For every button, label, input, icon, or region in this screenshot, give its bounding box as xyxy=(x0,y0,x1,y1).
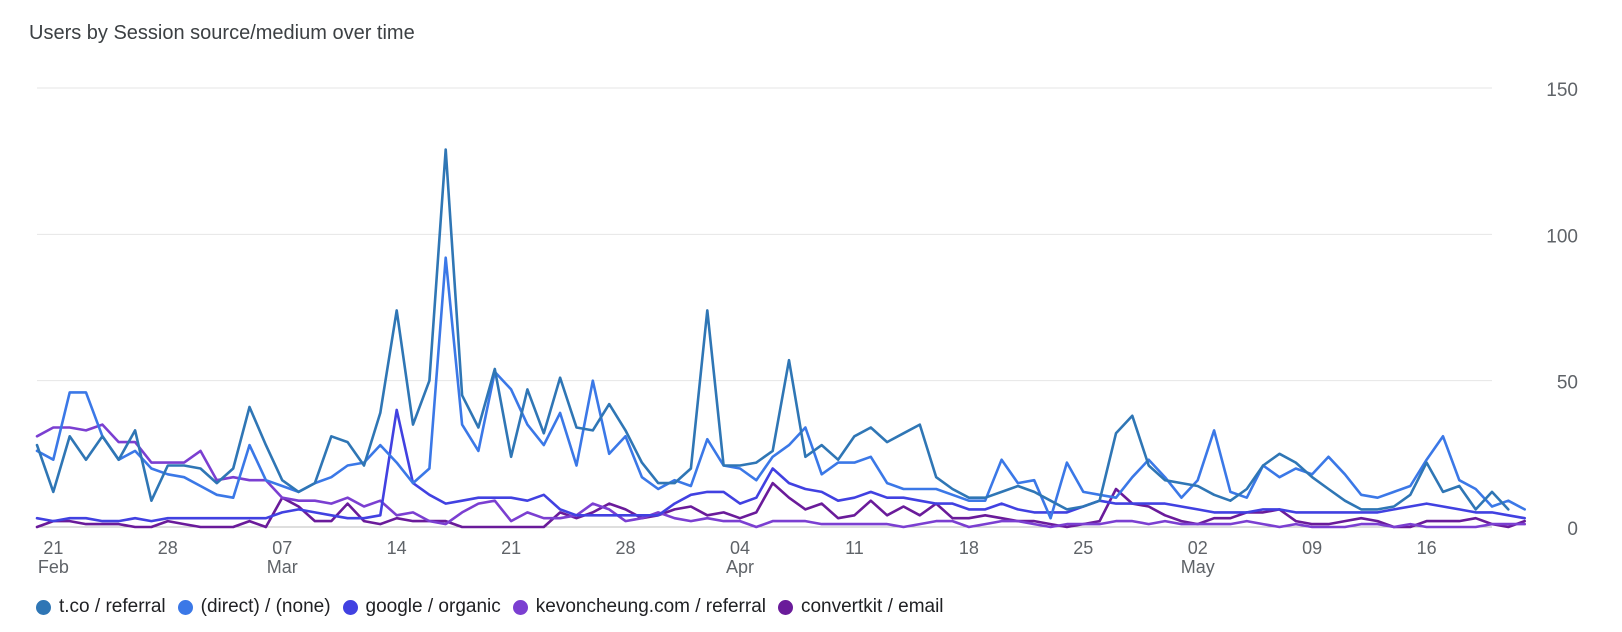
legend-dot-icon xyxy=(342,599,358,615)
series-line-t-co-referral[interactable] xyxy=(35,148,1510,511)
legend-item-google[interactable]: google / organic xyxy=(342,596,501,618)
legend-item-direct[interactable]: (direct) / (none) xyxy=(177,596,331,618)
chart-title: Users by Session source/medium over time xyxy=(29,22,415,44)
legend: t.co / referral (direct) / (none) google… xyxy=(36,596,956,618)
y-axis-ticks: 0 50 100 150 xyxy=(1546,80,1578,540)
x-tick-label: 07 xyxy=(272,538,292,558)
legend-label: (direct) / (none) xyxy=(200,596,331,617)
x-tick-label: 02 xyxy=(1188,538,1208,558)
y-tick-label: 100 xyxy=(1546,226,1578,247)
series-line-kevoncheung-com-referral[interactable] xyxy=(35,423,1526,529)
legend-dot-icon xyxy=(777,599,793,615)
x-tick-month-label: Mar xyxy=(267,557,298,577)
x-tick-label: 18 xyxy=(959,538,979,558)
y-tick-label: 50 xyxy=(1557,373,1578,394)
series-lines xyxy=(35,148,1526,529)
grid-lines xyxy=(37,87,1492,528)
series-line--direct-none-[interactable] xyxy=(35,256,1526,520)
x-tick-label: 11 xyxy=(845,538,864,558)
legend-label: google / organic xyxy=(365,596,501,617)
legend-dot-icon xyxy=(177,599,193,615)
x-tick-label: 28 xyxy=(158,538,178,558)
x-tick-label: 21 xyxy=(501,538,521,558)
x-tick-month-label: May xyxy=(1181,557,1215,577)
x-tick-label: 28 xyxy=(616,538,636,558)
legend-label: convertkit / email xyxy=(800,596,944,617)
y-tick-label: 0 xyxy=(1567,519,1578,540)
x-tick-label: 21 xyxy=(43,538,63,558)
y-tick-label: 150 xyxy=(1546,80,1578,101)
x-tick-label: 09 xyxy=(1302,538,1322,558)
x-tick-label: 14 xyxy=(387,538,407,558)
legend-dot-icon xyxy=(36,599,51,615)
x-tick-label: 04 xyxy=(730,538,750,558)
legend-dot-icon xyxy=(512,599,528,615)
series-line-google-organic[interactable] xyxy=(35,408,1526,523)
x-tick-label: 25 xyxy=(1073,538,1093,558)
x-tick-label: 16 xyxy=(1417,538,1437,558)
legend-item-convertkit[interactable]: convertkit / email xyxy=(777,596,944,618)
legend-label: kevoncheung.com / referral xyxy=(535,596,766,617)
legend-item-tco[interactable]: t.co / referral xyxy=(36,596,166,618)
legend-item-kevoncheung[interactable]: kevoncheung.com / referral xyxy=(512,596,766,618)
legend-label: t.co / referral xyxy=(59,596,166,617)
x-tick-month-label: Feb xyxy=(38,557,69,577)
x-tick-month-label: Apr xyxy=(726,557,754,577)
